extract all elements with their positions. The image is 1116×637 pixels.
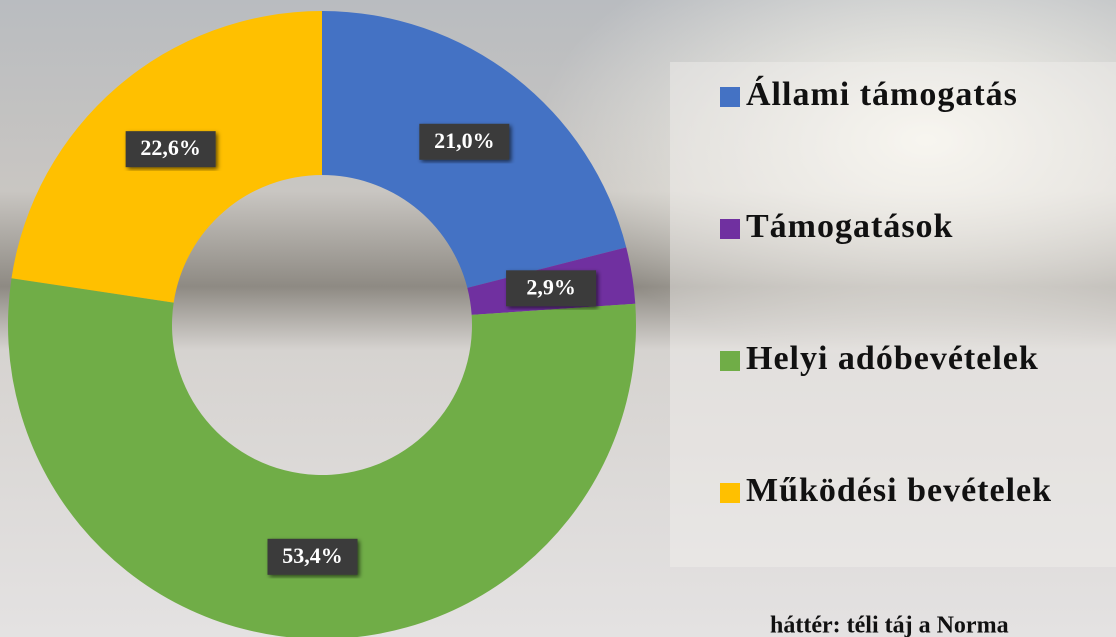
data-label: 21,0% (434, 128, 495, 153)
donut-chart: 21,0% 2,9% 53,4% 22,6% (8, 11, 636, 637)
label-box (506, 270, 597, 307)
legend-swatch (720, 87, 740, 107)
legend-label: Állami támogatás (746, 76, 1018, 113)
label-box (125, 131, 216, 168)
label-box (267, 538, 358, 575)
legend-label: Működési bevételek (746, 472, 1052, 509)
legend-swatch (720, 483, 740, 503)
data-label: 53,4% (282, 543, 343, 568)
data-label: 2,9% (526, 274, 576, 299)
legend-label: Támogatások (746, 208, 953, 245)
legend: Állami támogatás Támogatások Helyi adóbevé… (720, 76, 1052, 509)
background-credit: háttér: téli táj a Norma (770, 613, 1009, 637)
donut-segment (8, 278, 636, 637)
legend-panel (670, 62, 1116, 567)
data-label: 22,6% (140, 135, 201, 160)
legend-swatch (720, 351, 740, 371)
legend-label: Helyi adóbevételek (746, 340, 1039, 377)
legend-swatch (720, 219, 740, 239)
label-box (419, 123, 510, 160)
